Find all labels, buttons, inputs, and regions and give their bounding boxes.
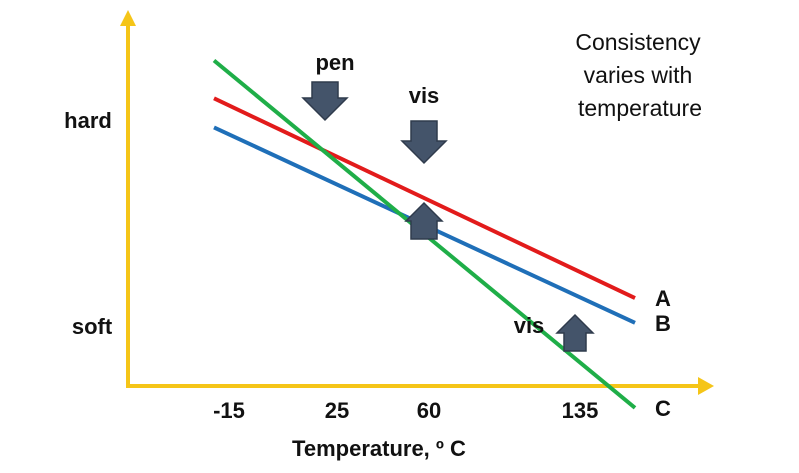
marker-arrow-up xyxy=(555,313,595,352)
x-tick-label: -15 xyxy=(213,398,245,423)
series-label-b: B xyxy=(655,311,671,336)
y-axis-arrowhead xyxy=(120,10,136,26)
annotation-line-1: Consistency xyxy=(575,29,701,55)
series-label-a: A xyxy=(655,286,671,311)
axes xyxy=(120,10,714,395)
marker-label-pen: pen xyxy=(315,50,354,75)
marker-layer: pen vis vis xyxy=(301,50,595,352)
x-tick-label: 25 xyxy=(325,398,349,423)
annotation-line-2: varies with xyxy=(584,62,693,88)
y-tick-hard: hard xyxy=(64,108,112,133)
marker-label-vis: vis xyxy=(409,83,440,108)
x-tick-label: 60 xyxy=(417,398,441,423)
marker-arrow-up xyxy=(404,201,444,240)
marker-label-vis: vis xyxy=(514,313,545,338)
marker-arrow-down xyxy=(400,120,448,165)
x-tick-label: 135 xyxy=(562,398,599,423)
marker-arrow-down xyxy=(301,81,349,122)
annotation-line-3: temperature xyxy=(578,95,702,121)
x-axis-arrowhead xyxy=(698,377,714,395)
series-line-a xyxy=(213,96,636,300)
series-label-c: C xyxy=(655,396,671,421)
y-tick-soft: soft xyxy=(72,314,113,339)
x-axis-title: Temperature, º C xyxy=(292,436,466,461)
